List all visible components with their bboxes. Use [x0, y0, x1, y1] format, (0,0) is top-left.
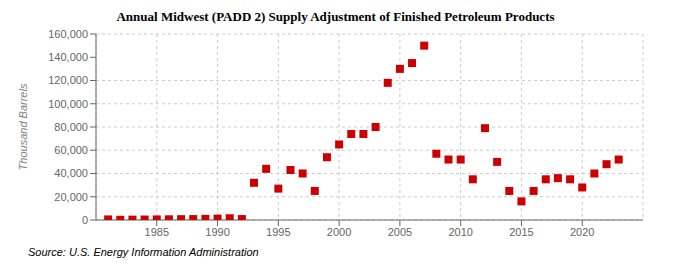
- svg-text:Thousand Barrels: Thousand Barrels: [17, 83, 29, 170]
- svg-text:2000: 2000: [327, 226, 351, 238]
- svg-text:140,000: 140,000: [48, 51, 88, 63]
- svg-text:1990: 1990: [205, 226, 229, 238]
- svg-text:0: 0: [82, 214, 88, 226]
- html-text:Source: U.S. Energy Informatio: Source: U.S. Energy Information Administ…: [28, 246, 259, 258]
- html-text:Annual Midwest (PADD 2) Supply: Annual Midwest (PADD 2) Supply Adjustmen…: [116, 9, 555, 24]
- svg-text:120,000: 120,000: [48, 74, 88, 86]
- svg-text:2010: 2010: [448, 226, 472, 238]
- svg-text:1995: 1995: [266, 226, 290, 238]
- svg-text:60,000: 60,000: [54, 144, 88, 156]
- svg-text:40,000: 40,000: [54, 167, 88, 179]
- svg-text:2005: 2005: [388, 226, 412, 238]
- svg-text:20,000: 20,000: [54, 191, 88, 203]
- svg-text:1985: 1985: [145, 226, 169, 238]
- svg-text:2020: 2020: [570, 226, 594, 238]
- svg-text:160,000: 160,000: [48, 28, 88, 40]
- svg-text:100,000: 100,000: [48, 98, 88, 110]
- svg-text:80,000: 80,000: [54, 121, 88, 133]
- svg-text:2015: 2015: [509, 226, 533, 238]
